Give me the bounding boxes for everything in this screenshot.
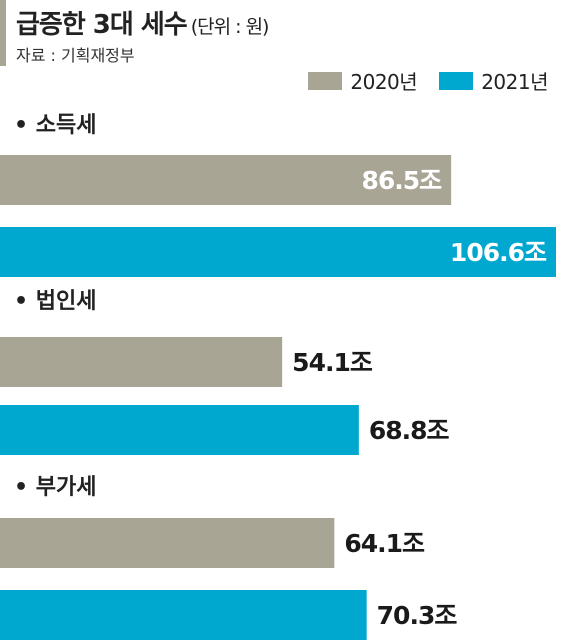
data-label: 106.6조 — [450, 238, 547, 267]
data-label: 68.8조 — [369, 416, 450, 445]
legend-item-2020: 2020년 — [308, 66, 418, 95]
legend-swatch-2020 — [308, 71, 343, 90]
legend-item-2021: 2021년 — [439, 66, 548, 95]
bar — [0, 518, 335, 568]
data-label: 54.1조 — [292, 348, 373, 377]
title-text: 급증한 3대 세수 — [16, 10, 188, 40]
bar — [0, 337, 283, 387]
bar — [0, 405, 359, 455]
bar — [0, 155, 452, 205]
data-label: 64.1조 — [344, 529, 425, 558]
legend: 2020년 2021년 — [286, 66, 548, 95]
data-label: 70.3조 — [377, 601, 458, 630]
chart-title: 급증한 3대 세수 (단위 : 원) — [16, 4, 270, 41]
bar — [0, 590, 367, 640]
category-label: • 법인세 — [14, 289, 96, 314]
bar — [0, 227, 556, 277]
category-label: • 부가세 — [14, 475, 96, 500]
unit-label: (단위 : 원) — [190, 16, 270, 38]
title-accent-bar — [0, 0, 6, 66]
category-label: • 소득세 — [14, 113, 96, 138]
legend-label-2020: 2020년 — [350, 70, 418, 94]
source-note: 자료 : 기획재정부 — [16, 46, 135, 65]
legend-label-2021: 2021년 — [481, 70, 548, 94]
data-label: 86.5조 — [361, 166, 442, 195]
legend-swatch-2021 — [439, 71, 474, 90]
